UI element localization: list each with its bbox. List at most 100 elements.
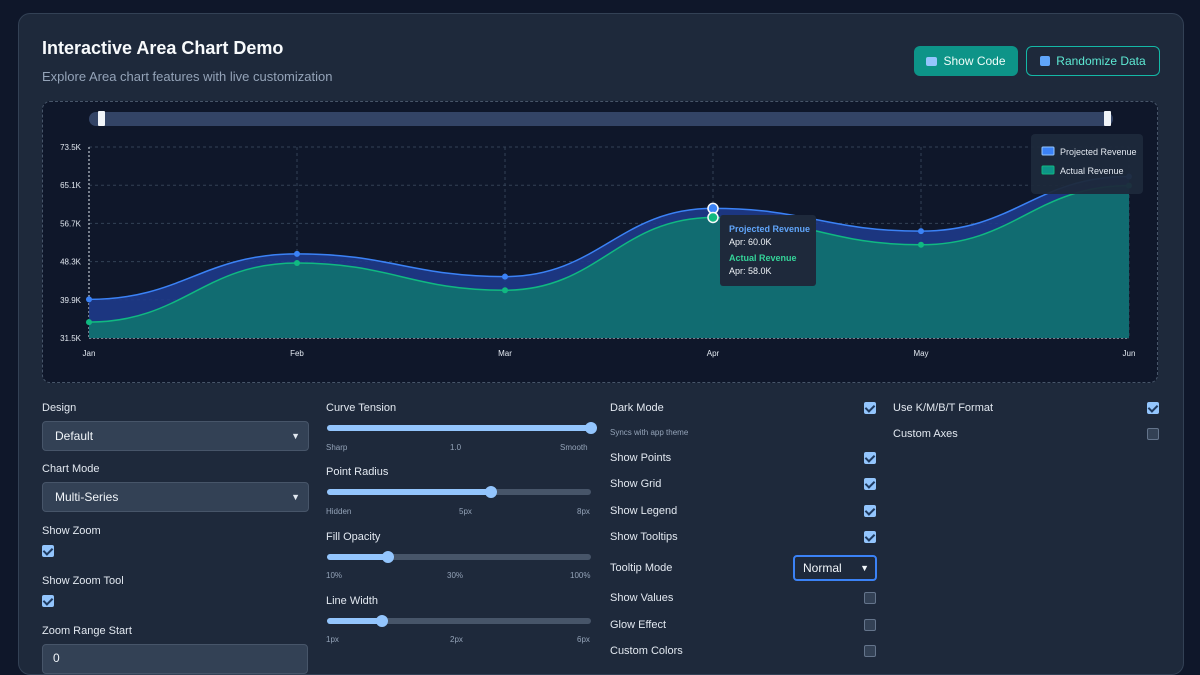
x-tick-label: Feb	[290, 349, 304, 358]
curve-tension-mid: 1.0	[450, 443, 462, 452]
show-zoom-tool-label: Show Zoom Tool	[42, 575, 124, 587]
show-code-label: Show Code	[943, 54, 1006, 68]
chart-mode-label: Chart Mode	[42, 463, 100, 475]
custom-colors-checkbox[interactable]	[864, 645, 876, 657]
show-values-checkbox[interactable]	[864, 592, 876, 604]
line-width-max: 6px	[577, 635, 590, 644]
fill-opacity-mid: 30%	[447, 571, 464, 580]
show-zoom-checkbox[interactable]	[42, 545, 54, 557]
curve-tension-thumb[interactable]	[585, 422, 597, 434]
fill-opacity-label: Fill Opacity	[326, 531, 381, 543]
show-legend-checkbox[interactable]	[864, 505, 876, 517]
legend-box	[1031, 134, 1143, 194]
point-radius-thumb[interactable]	[484, 486, 497, 498]
point-radius-label: Point Radius	[326, 466, 389, 478]
curve-tension-slider[interactable]	[327, 422, 597, 434]
design-select[interactable]: Default ▼	[42, 421, 309, 451]
chart-mode-select-value: Multi-Series	[55, 490, 119, 504]
x-tick-label: Mar	[498, 349, 512, 358]
line-width-slider[interactable]	[327, 615, 591, 627]
zoom-brush-track[interactable]	[89, 112, 1113, 126]
show-points-label: Show Points	[610, 452, 672, 464]
data-point[interactable]	[502, 287, 508, 294]
legend-label-projected[interactable]: Projected Revenue	[1060, 147, 1137, 157]
custom-axes-label: Custom Axes	[893, 428, 958, 440]
show-grid-checkbox[interactable]	[864, 478, 876, 490]
tooltip-box	[720, 215, 816, 286]
dark-mode-label: Dark Mode	[610, 402, 664, 414]
glow-effect-label: Glow Effect	[610, 619, 667, 631]
glow-effect-checkbox[interactable]	[864, 619, 876, 631]
tooltip-mode-select[interactable]: Normal ▼	[793, 555, 877, 581]
data-point[interactable]	[502, 273, 508, 280]
tooltip-series-projected: Projected Revenue	[729, 224, 810, 234]
area-actual-fill	[89, 185, 1129, 338]
legend-swatch-projected	[1041, 146, 1055, 156]
y-tick-label: 39.9K	[60, 296, 82, 305]
curve-tension-min: Sharp	[326, 443, 348, 452]
line-width-min: 1px	[326, 635, 339, 644]
show-tooltips-checkbox[interactable]	[864, 531, 876, 543]
design-label: Design	[42, 402, 77, 414]
randomize-data-button[interactable]: Randomize Data	[1026, 46, 1160, 76]
chart-areas	[88, 175, 1130, 338]
point-radius-mid: 5px	[459, 507, 472, 516]
kmbt-format-label: Use K/M/B/T Format	[893, 402, 994, 414]
data-point[interactable]	[918, 241, 924, 248]
show-zoom-tool-checkbox[interactable]	[42, 595, 54, 607]
shuffle-icon	[1040, 56, 1051, 66]
y-axis: 31.5K 39.9K 48.3K 56.7K 65.1K 73.5K	[60, 143, 90, 343]
design-select-value: Default	[55, 429, 94, 443]
data-point[interactable]	[294, 250, 300, 257]
fill-opacity-min: 10%	[326, 571, 343, 580]
fill-opacity-slider[interactable]	[327, 551, 591, 563]
zoom-brush-handle-left[interactable]	[98, 111, 105, 126]
x-tick-label: Jun	[1123, 349, 1136, 358]
data-point[interactable]	[86, 296, 92, 303]
area-chart[interactable]: 31.5K 39.9K 48.3K 56.7K 65.1K 73.5K Jan Feb Mar…	[43, 102, 1158, 383]
kmbt-format-checkbox[interactable]	[1147, 402, 1159, 414]
dark-mode-hint: Syncs with app theme	[610, 428, 689, 437]
tooltip-mode-label: Tooltip Mode	[610, 562, 673, 574]
data-point[interactable]	[918, 228, 924, 235]
zoom-range-start-label: Zoom Range Start	[42, 625, 132, 637]
show-points-checkbox[interactable]	[864, 452, 876, 464]
point-radius-max: 8px	[577, 507, 590, 516]
show-legend-label: Show Legend	[610, 505, 678, 517]
show-grid-label: Show Grid	[610, 478, 662, 490]
area-actual-line	[88, 184, 1130, 323]
data-point[interactable]	[294, 259, 300, 266]
y-tick-label: 48.3K	[60, 258, 82, 267]
line-width-mid: 2px	[450, 635, 463, 644]
curve-tension-max: Smooth	[560, 443, 588, 452]
x-tick-label: Apr	[707, 349, 720, 358]
line-width-thumb[interactable]	[376, 615, 389, 627]
show-values-label: Show Values	[610, 592, 674, 604]
laptop-icon	[926, 56, 938, 66]
tooltip-mode-value: Normal	[803, 561, 842, 575]
randomize-label: Randomize Data	[1056, 54, 1146, 68]
point-radius-slider[interactable]	[327, 486, 591, 498]
curve-tension-fill	[327, 425, 591, 431]
legend-swatch-actual	[1041, 165, 1055, 175]
legend-label-actual[interactable]: Actual Revenue	[1060, 166, 1124, 176]
data-point[interactable]	[707, 211, 719, 224]
fill-opacity-max: 100%	[570, 571, 591, 580]
zoom-brush-handle-right[interactable]	[1104, 111, 1111, 126]
y-tick-label: 65.1K	[60, 181, 82, 190]
page-title: Interactive Area Chart Demo	[42, 38, 284, 58]
fill-opacity-thumb[interactable]	[381, 551, 394, 563]
custom-axes-checkbox[interactable]	[1147, 428, 1159, 440]
chevron-down-icon: ▼	[860, 563, 869, 573]
y-tick-label: 73.5K	[60, 143, 82, 152]
zoom-range-start-input[interactable]: 0	[42, 644, 308, 674]
chart-tooltip: Projected Revenue Apr: 60.0K Actual Reve…	[720, 215, 816, 286]
chart-mode-select[interactable]: Multi-Series ▼	[42, 482, 309, 512]
show-code-button[interactable]: Show Code	[914, 46, 1018, 76]
line-width-label: Line Width	[326, 595, 378, 607]
area-projected-line	[88, 175, 1130, 301]
data-point[interactable]	[86, 319, 92, 326]
y-tick-label: 56.7K	[60, 219, 82, 228]
show-zoom-label: Show Zoom	[42, 525, 101, 537]
dark-mode-checkbox[interactable]	[864, 402, 876, 414]
